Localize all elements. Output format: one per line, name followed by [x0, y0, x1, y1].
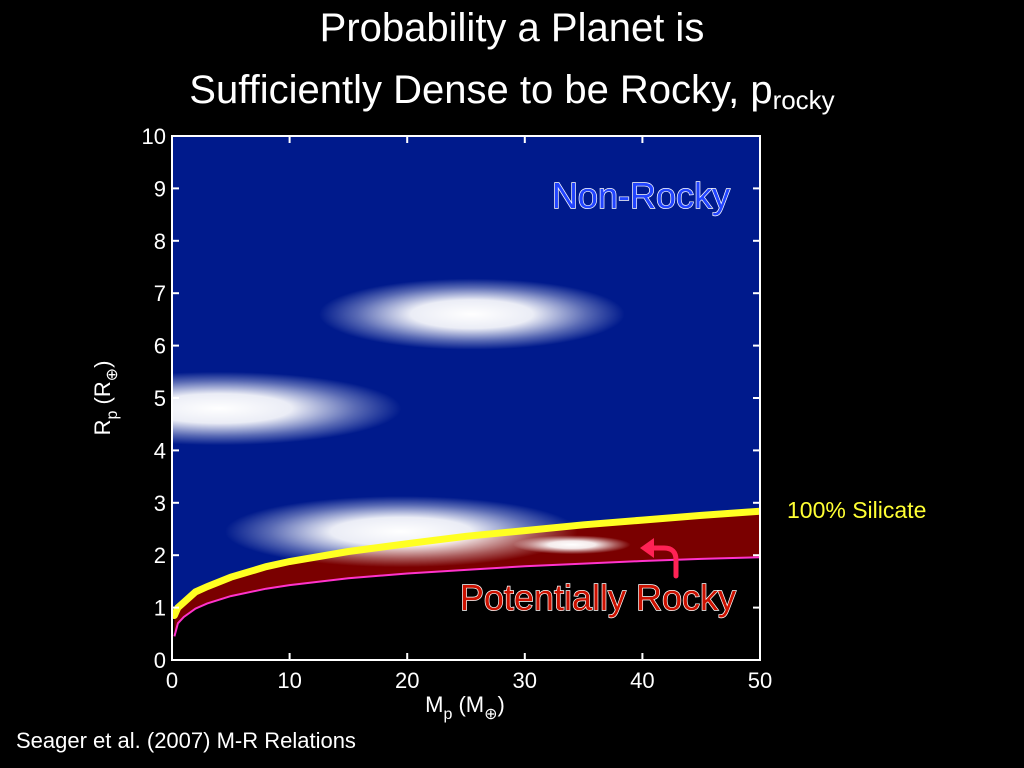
x-tick-label: 10: [277, 668, 301, 693]
silicate-curve-label: 100% Silicate: [787, 497, 927, 523]
y-tick-label: 7: [154, 281, 166, 306]
chart-title-line1: Probability a Planet is: [0, 4, 1024, 52]
y-tick-label: 9: [154, 176, 166, 201]
y-tick-label: 6: [154, 334, 166, 359]
x-tick-label: 30: [513, 668, 537, 693]
y-tick-label: 10: [142, 124, 166, 149]
hotspot-1: [172, 371, 402, 446]
arrow-head-icon: [640, 538, 654, 558]
y-axis-label: Rp (R⊕): [90, 361, 121, 436]
x-tick-label: 40: [630, 668, 654, 693]
non-rocky-label: Non-Rocky: [552, 175, 730, 216]
y-tick-label: 4: [154, 438, 166, 463]
title-subscript: rocky: [772, 85, 835, 115]
curved-arrow-icon: [647, 545, 679, 579]
potentially-rocky-label: Potentially Rocky: [460, 577, 736, 618]
y-tick-label: 1: [154, 596, 166, 621]
x-tick-label: 0: [166, 668, 178, 693]
y-tick-label: 2: [154, 543, 166, 568]
hotspot-3: [513, 535, 631, 555]
hotspot-0: [318, 278, 625, 350]
y-tick-label: 3: [154, 491, 166, 516]
lower-bound-curve: [173, 556, 760, 637]
silicate-curve: [172, 507, 760, 619]
probability-hotspots: [172, 278, 631, 568]
y-tick-label: 8: [154, 229, 166, 254]
axis-ticks: 0 10 20 30 40 50 0 1 2 3 4 5 6 7 8 9 10: [142, 124, 773, 693]
x-tick-label: 20: [395, 668, 419, 693]
y-tick-label: 0: [154, 648, 166, 673]
title-text-line2: Sufficiently Dense to be Rocky, p: [189, 68, 773, 112]
title-text-line1: Probability a Planet is: [319, 6, 705, 50]
y-tick-label: 5: [154, 386, 166, 411]
hotspot-2: [224, 496, 578, 568]
chart-title-line2: Sufficiently Dense to be Rocky, procky: [0, 66, 1024, 124]
x-axis-label: Mp (M⊕): [425, 692, 505, 723]
x-tick-label: 50: [748, 668, 772, 693]
citation-text: Seager et al. (2007) M-R Relations: [16, 728, 356, 753]
